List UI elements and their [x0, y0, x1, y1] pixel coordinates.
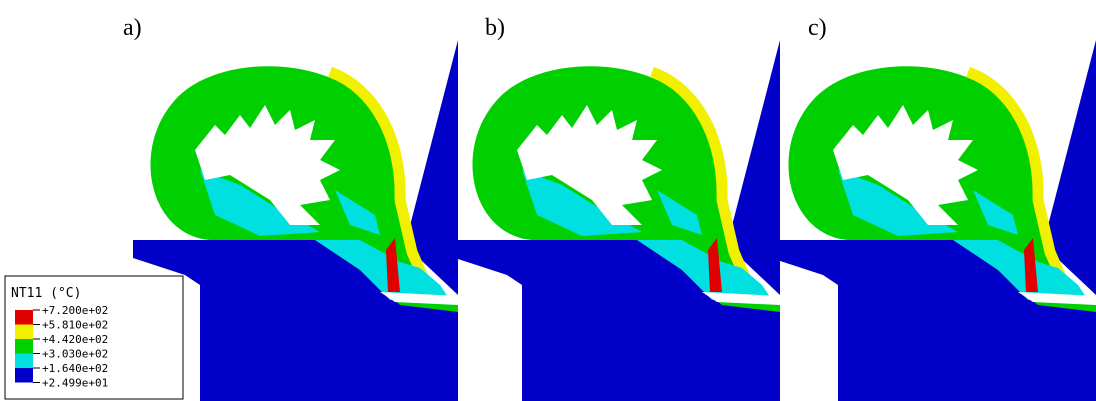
- legend-swatch: [15, 339, 33, 354]
- legend-swatch: [15, 310, 33, 325]
- legend-swatch: [15, 324, 33, 339]
- legend-label: +5.810e+02: [42, 319, 108, 332]
- panel-label: c): [808, 15, 827, 41]
- legend-swatch: [15, 368, 33, 383]
- legend-title: NT11 (°C): [11, 286, 81, 301]
- legend-label: +1.640e+02: [42, 362, 108, 375]
- legend-label: +7.200e+02: [42, 304, 108, 317]
- legend-label: +4.420e+02: [42, 333, 108, 346]
- legend-swatch: [15, 353, 33, 368]
- legend: NT11 (°C) +7.200e+02 +5.810e+02+4.420e+02…: [4, 275, 184, 400]
- panel-c: [771, 40, 1096, 401]
- legend-label: +2.499e+01: [42, 377, 108, 390]
- panel-b: [455, 40, 780, 401]
- panel-label: a): [123, 15, 142, 41]
- panel-label: b): [485, 15, 505, 41]
- legend-label: +3.030e+02: [42, 348, 108, 361]
